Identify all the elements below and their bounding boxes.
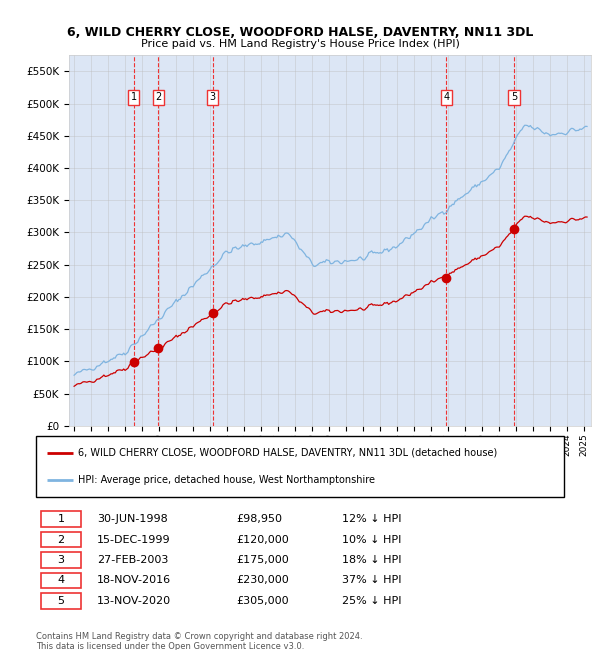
Text: £175,000: £175,000 xyxy=(236,555,289,565)
Text: 3: 3 xyxy=(209,92,216,102)
Text: 6, WILD CHERRY CLOSE, WOODFORD HALSE, DAVENTRY, NN11 3DL: 6, WILD CHERRY CLOSE, WOODFORD HALSE, DA… xyxy=(67,26,533,39)
Text: 4: 4 xyxy=(443,92,449,102)
Text: 1: 1 xyxy=(131,92,137,102)
Text: Price paid vs. HM Land Registry's House Price Index (HPI): Price paid vs. HM Land Registry's House … xyxy=(140,39,460,49)
Text: £120,000: £120,000 xyxy=(236,534,289,545)
Text: 27-FEB-2003: 27-FEB-2003 xyxy=(97,555,168,565)
FancyBboxPatch shape xyxy=(41,573,81,588)
FancyBboxPatch shape xyxy=(41,593,81,608)
Text: 4: 4 xyxy=(58,575,65,586)
Text: HPI: Average price, detached house, West Northamptonshire: HPI: Average price, detached house, West… xyxy=(78,475,375,485)
FancyBboxPatch shape xyxy=(41,552,81,567)
Text: 25% ↓ HPI: 25% ↓ HPI xyxy=(342,596,402,606)
FancyBboxPatch shape xyxy=(41,512,81,526)
Text: 6, WILD CHERRY CLOSE, WOODFORD HALSE, DAVENTRY, NN11 3DL (detached house): 6, WILD CHERRY CLOSE, WOODFORD HALSE, DA… xyxy=(78,448,497,458)
Text: £98,950: £98,950 xyxy=(236,514,283,524)
Text: 18% ↓ HPI: 18% ↓ HPI xyxy=(342,555,402,565)
Text: 5: 5 xyxy=(511,92,517,102)
FancyBboxPatch shape xyxy=(36,436,564,497)
Text: 2: 2 xyxy=(58,534,65,545)
Text: £230,000: £230,000 xyxy=(236,575,289,586)
FancyBboxPatch shape xyxy=(41,532,81,547)
Text: Contains HM Land Registry data © Crown copyright and database right 2024.
This d: Contains HM Land Registry data © Crown c… xyxy=(36,632,362,650)
Text: 13-NOV-2020: 13-NOV-2020 xyxy=(97,596,171,606)
Text: 37% ↓ HPI: 37% ↓ HPI xyxy=(342,575,402,586)
Text: 30-JUN-1998: 30-JUN-1998 xyxy=(97,514,167,524)
Text: 2: 2 xyxy=(155,92,161,102)
Text: 5: 5 xyxy=(58,596,65,606)
Text: 15-DEC-1999: 15-DEC-1999 xyxy=(97,534,170,545)
Text: 12% ↓ HPI: 12% ↓ HPI xyxy=(342,514,402,524)
Text: 18-NOV-2016: 18-NOV-2016 xyxy=(97,575,171,586)
Text: 3: 3 xyxy=(58,555,65,565)
Text: 1: 1 xyxy=(58,514,65,524)
Text: £305,000: £305,000 xyxy=(236,596,289,606)
Text: 10% ↓ HPI: 10% ↓ HPI xyxy=(342,534,401,545)
